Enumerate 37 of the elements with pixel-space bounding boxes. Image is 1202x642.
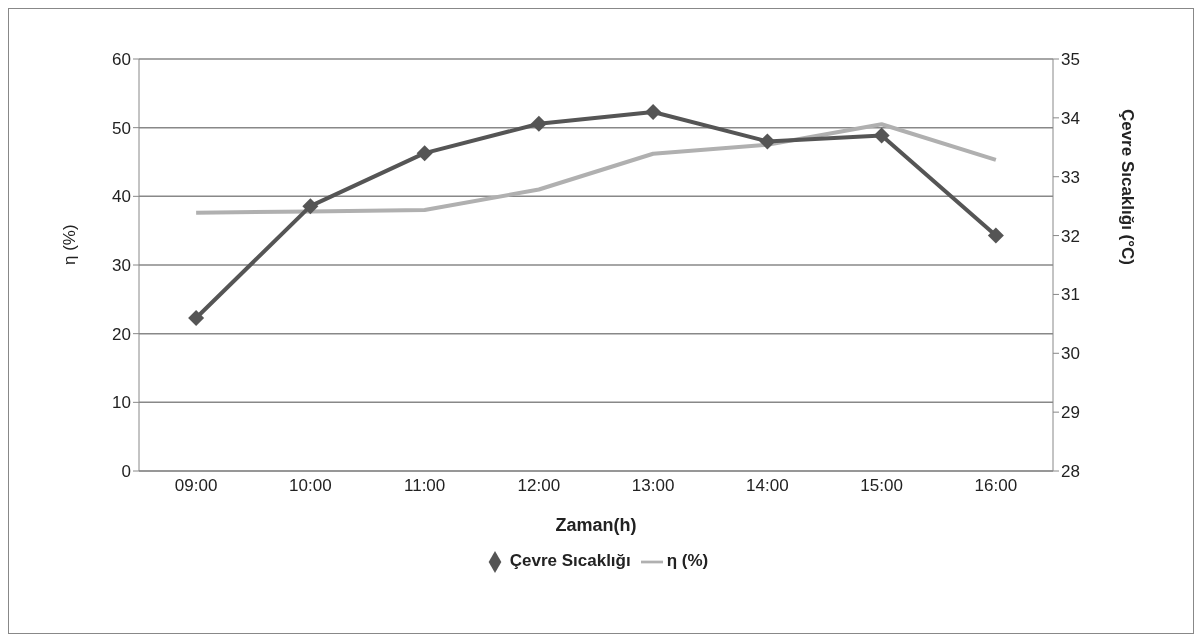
- x-tick-label: 13:00: [631, 476, 675, 496]
- point: [302, 198, 319, 215]
- point: [416, 145, 433, 162]
- y-axis-title: η (%): [60, 224, 80, 265]
- y-tick-label: 20: [112, 324, 131, 344]
- point: [530, 115, 547, 132]
- point: [987, 227, 1004, 244]
- legend-label: η (%): [666, 551, 709, 571]
- x-tick-label: 12:00: [517, 476, 561, 496]
- y2-axis-title: Çevre Sıcaklığı (°C): [1117, 108, 1137, 265]
- y2-tick-label: 31: [1061, 285, 1080, 305]
- y2-tick-label: 35: [1061, 50, 1080, 70]
- x-tick-label: 16:00: [974, 476, 1018, 496]
- x-tick-label: 11:00: [403, 476, 446, 496]
- point: [759, 133, 776, 150]
- point: [645, 103, 662, 120]
- y2-tick-label: 30: [1061, 344, 1080, 364]
- point: [188, 309, 205, 326]
- y-tick-label: 60: [112, 50, 131, 70]
- y-tick-label: 10: [112, 393, 131, 413]
- y-tick-label: 30: [112, 256, 131, 276]
- y2-tick-label: 28: [1061, 462, 1080, 482]
- y2-tick-label: 33: [1061, 167, 1080, 187]
- line-series: [194, 122, 998, 215]
- y2-tick-label: 34: [1061, 108, 1080, 128]
- point: [873, 127, 890, 144]
- x-tick-label: 14:00: [746, 476, 789, 496]
- y-tick-label: 0: [121, 462, 131, 482]
- y2-tick-label: 32: [1061, 226, 1080, 246]
- y-tick-label: 50: [112, 118, 131, 138]
- x-tick-label: 15:00: [860, 476, 903, 496]
- y-tick-label: 40: [112, 187, 131, 207]
- x-tick-label: 10:00: [289, 476, 332, 496]
- x-tick-label: 09:00: [174, 476, 218, 496]
- legend-label: Çevre Sıcaklığı: [509, 551, 631, 571]
- x-axis-title: Zaman(h): [555, 515, 637, 535]
- y2-tick-label: 29: [1061, 403, 1080, 423]
